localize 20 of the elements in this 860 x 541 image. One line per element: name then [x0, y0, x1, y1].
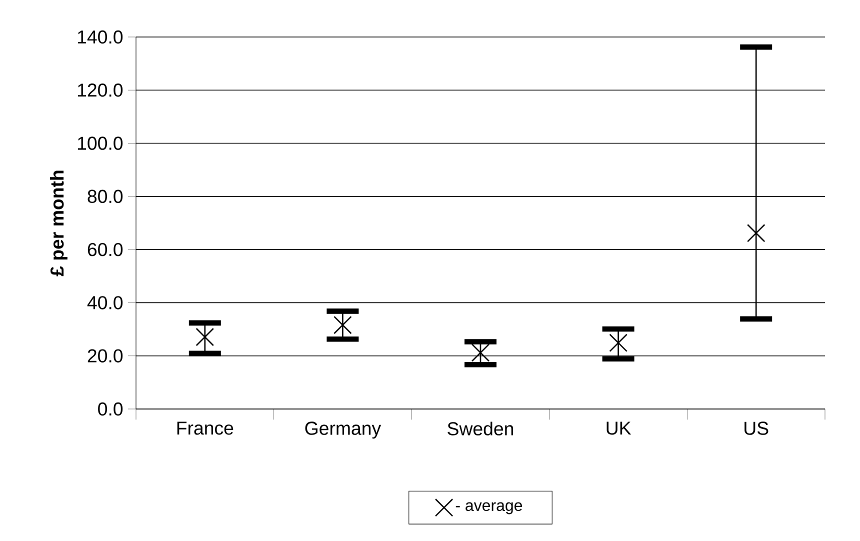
x-tick-label: US — [744, 422, 768, 435]
point — [334, 316, 352, 334]
y-tick-label: 80.0 — [88, 190, 123, 204]
point — [609, 334, 628, 352]
y-tick-label: 100.0 — [78, 136, 123, 150]
x-tick-label: France — [177, 422, 234, 435]
x-tick-label: UK — [606, 422, 632, 435]
y-tick-label: 120.0 — [78, 84, 123, 97]
x-tick-label: Sweden — [448, 422, 514, 436]
legend-label: - average — [456, 502, 522, 514]
y-tick-label: 60.0 — [88, 242, 123, 256]
point — [471, 344, 490, 362]
y-axis-title: £ per month — [50, 170, 68, 276]
x-tick-label: Germany — [305, 422, 382, 439]
y-tick-label: 140.0 — [78, 30, 123, 44]
point — [746, 224, 766, 242]
y-tick-label: 0.0 — [98, 402, 123, 416]
point — [196, 328, 214, 346]
y-tick-label: 40.0 — [87, 296, 123, 310]
y-tick-label: 20.0 — [88, 349, 123, 362]
